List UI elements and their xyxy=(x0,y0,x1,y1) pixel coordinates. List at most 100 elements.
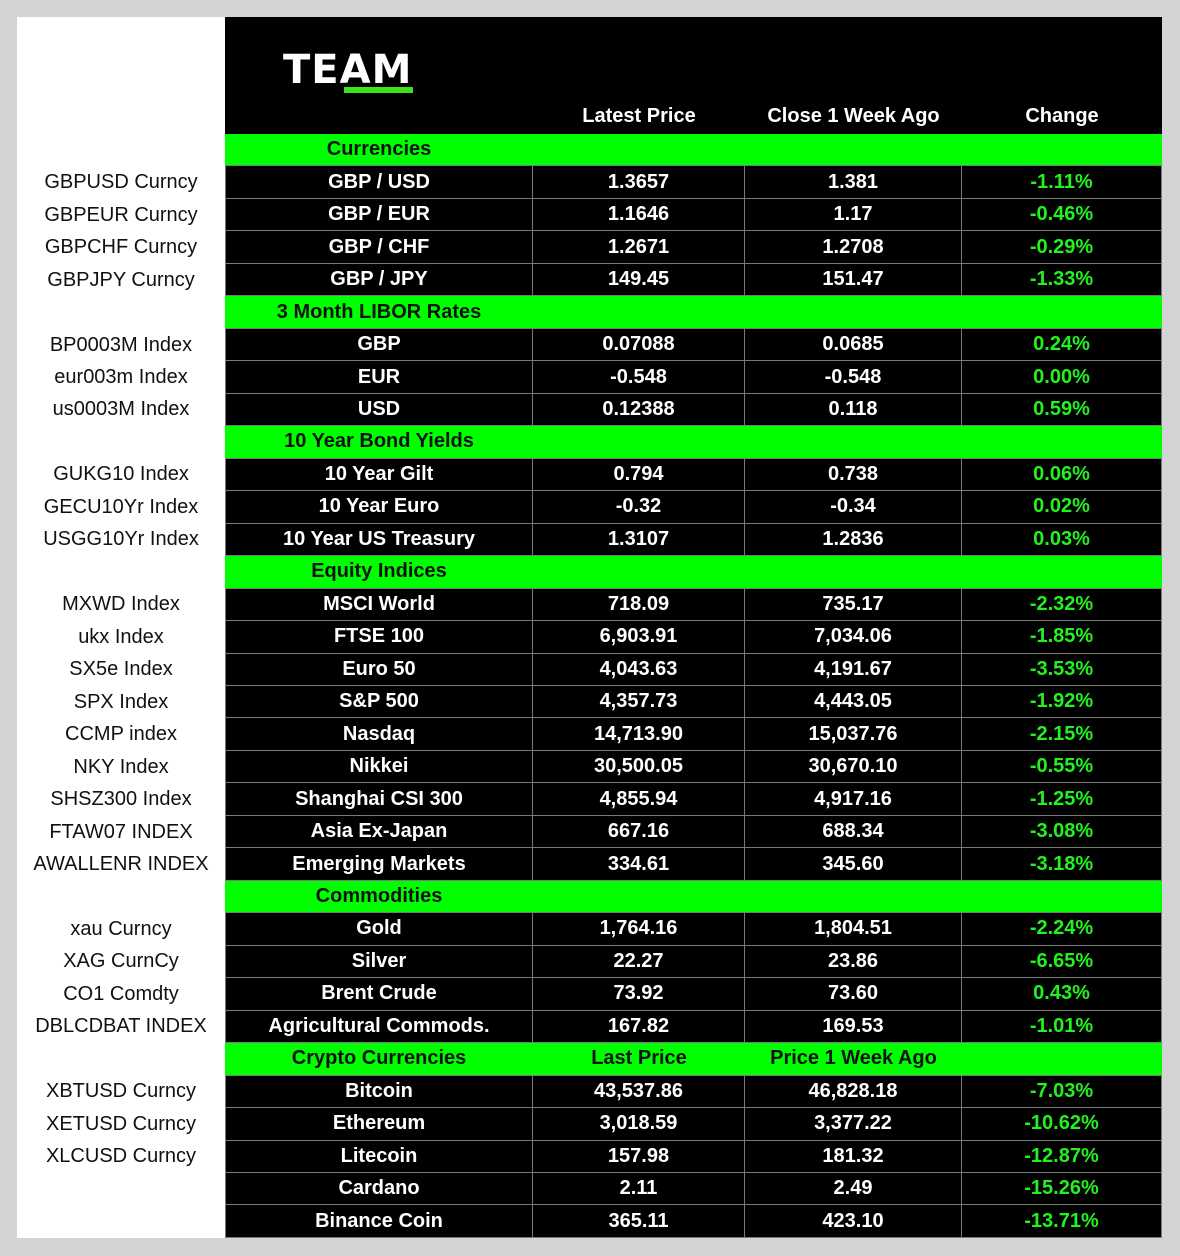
ticker-label: eur003m Index xyxy=(54,366,188,389)
ticker-label: AWALLENR INDEX xyxy=(33,853,209,876)
week-ago-price: 2.49 xyxy=(745,1173,962,1206)
latest-price: 3,018.59 xyxy=(533,1108,745,1141)
ticker-label: CO1 Comdty xyxy=(63,982,179,1005)
section-col-week xyxy=(745,296,962,327)
change-percent: 0.59% xyxy=(962,393,1162,427)
ticker-label: USGG10Yr Index xyxy=(43,528,199,551)
table-row: Cardano 2.11 2.49 -15.26% xyxy=(17,1173,1162,1206)
table-row: GBPCHF Curncy GBP / CHF 1.2671 1.2708 -0.29% xyxy=(17,231,1162,264)
section-col-change xyxy=(962,426,1162,457)
row-cells: FTSE 100 6,903.91 7,034.06 -1.85% xyxy=(225,621,1162,654)
week-ago-price: 1.2708 xyxy=(745,231,962,264)
table-row: XBTUSD Curncy Bitcoin 43,537.86 46,828.18 -7… xyxy=(17,1075,1162,1109)
change-percent: -6.65% xyxy=(962,945,1162,979)
instrument-name: Cardano xyxy=(225,1173,533,1206)
change-percent: 0.24% xyxy=(962,328,1162,362)
ticker-label xyxy=(17,1205,225,1237)
row-cells: Ethereum 3,018.59 3,377.22 -10.62% xyxy=(225,1108,1162,1141)
week-ago-price: 345.60 xyxy=(745,848,962,881)
ticker-label: ukx Index xyxy=(78,625,164,648)
table-row: FTAW07 INDEX Asia Ex-Japan 667.16 688.34 -3.… xyxy=(17,815,1162,849)
section-header: Equity Indices xyxy=(17,556,1162,589)
ticker-label: GUKG10 Index xyxy=(53,463,189,486)
section-title: Equity Indices xyxy=(311,560,447,583)
table-row: GUKG10 Index 10 Year Gilt 0.794 0.738 0.06% xyxy=(17,458,1162,492)
header-close-week-ago: Close 1 Week Ago xyxy=(767,105,940,127)
instrument-name: Silver xyxy=(225,945,533,979)
row-cells: Brent Crude 73.92 73.60 0.43% xyxy=(225,978,1162,1011)
change-percent: 0.06% xyxy=(962,458,1162,492)
week-ago-price: 4,191.67 xyxy=(745,653,962,686)
change-percent: -2.15% xyxy=(962,718,1162,751)
latest-price: 1.2671 xyxy=(533,231,745,264)
week-ago-price: 1.2836 xyxy=(745,523,962,557)
table-row: USGG10Yr Index 10 Year US Treasury 1.3107 1… xyxy=(17,523,1162,557)
section-header: 10 Year Bond Yields xyxy=(17,426,1162,459)
row-ticker-label xyxy=(17,556,225,588)
table-row: Binance Coin 365.11 423.10 -13.71% xyxy=(17,1205,1162,1238)
week-ago-price: 15,037.76 xyxy=(745,718,962,751)
table-row: SPX Index S&P 500 4,357.73 4,443.05 -1.92% xyxy=(17,685,1162,719)
section-header: 3 Month LIBOR Rates xyxy=(17,296,1162,329)
ticker-label: XBTUSD Curncy xyxy=(45,1080,197,1103)
week-ago-price: 7,034.06 xyxy=(745,621,962,654)
table-row: xau Curncy Gold 1,764.16 1,804.51 -2.24% xyxy=(17,913,1162,946)
row-cells: 10 Year US Treasury 1.3107 1.2836 0.03% xyxy=(225,523,1162,557)
change-percent: 0.00% xyxy=(962,361,1162,394)
section-title: Commodities xyxy=(315,885,443,908)
week-ago-price: 1.381 xyxy=(745,166,962,199)
row-cells: Agricultural Commods. 167.82 169.53 -1.01% xyxy=(225,1010,1162,1044)
header-latest-price: Latest Price xyxy=(582,105,696,127)
instrument-name: Bitcoin xyxy=(225,1075,533,1109)
latest-price: 1.3657 xyxy=(533,166,745,199)
table-row: AWALLENR INDEX Emerging Markets 334.61 345.… xyxy=(17,848,1162,881)
row-cells: Litecoin 157.98 181.32 -12.87% xyxy=(225,1140,1162,1173)
latest-price: 1,764.16 xyxy=(533,913,745,946)
row-cells: Nasdaq 14,713.90 15,037.76 -2.15% xyxy=(225,718,1162,751)
row-cells: Bitcoin 43,537.86 46,828.18 -7.03% xyxy=(225,1075,1162,1109)
latest-price: 4,357.73 xyxy=(533,685,745,719)
instrument-name: GBP xyxy=(225,328,533,362)
ticker-label: SX5e Index xyxy=(69,658,173,681)
instrument-name: Shanghai CSI 300 xyxy=(225,783,533,816)
change-percent: -1.25% xyxy=(962,783,1162,816)
latest-price: 1.3107 xyxy=(533,523,745,557)
week-ago-price: 423.10 xyxy=(745,1205,962,1238)
latest-price: 167.82 xyxy=(533,1010,745,1044)
table-row: us0003M Index USD 0.12388 0.118 0.59% xyxy=(17,393,1162,427)
week-ago-price: 0.738 xyxy=(745,458,962,492)
latest-price: 1.1646 xyxy=(533,198,745,232)
section-cells: 10 Year Bond Yields xyxy=(225,426,1162,459)
latest-price: 334.61 xyxy=(533,848,745,881)
ticker-label: GBPJPY Curncy xyxy=(47,268,195,291)
row-cells: GBP 0.07088 0.0685 0.24% xyxy=(225,328,1162,362)
header-change: Change xyxy=(1025,105,1099,127)
section-col-change xyxy=(962,1043,1162,1074)
ticker-label: xau Curncy xyxy=(70,917,172,940)
ticker-label: FTAW07 INDEX xyxy=(49,820,193,843)
row-cells: S&P 500 4,357.73 4,443.05 -1.92% xyxy=(225,685,1162,719)
change-percent: -10.62% xyxy=(962,1108,1162,1141)
table-row: GBPJPY Curncy GBP / JPY 149.45 151.47 -1.33% xyxy=(17,263,1162,297)
row-ticker-label xyxy=(17,134,225,166)
section-col-change xyxy=(962,881,1162,912)
week-ago-price: 181.32 xyxy=(745,1140,962,1173)
change-percent: -0.55% xyxy=(962,750,1162,784)
section-col-latest xyxy=(533,881,745,912)
instrument-name: GBP / CHF xyxy=(225,231,533,264)
row-cells: GBP / JPY 149.45 151.47 -1.33% xyxy=(225,263,1162,297)
instrument-name: Asia Ex-Japan xyxy=(225,815,533,849)
instrument-name: Ethereum xyxy=(225,1108,533,1141)
instrument-name: GBP / EUR xyxy=(225,198,533,232)
week-ago-price: 0.0685 xyxy=(745,328,962,362)
change-percent: -1.92% xyxy=(962,685,1162,719)
change-percent: 0.02% xyxy=(962,491,1162,524)
table-row: XETUSD Curncy Ethereum 3,018.59 3,377.22 -10… xyxy=(17,1108,1162,1141)
change-percent: -13.71% xyxy=(962,1205,1162,1238)
latest-price: -0.548 xyxy=(533,361,745,394)
table-row: DBLCDBAT INDEX Agricultural Commods. 167.8… xyxy=(17,1010,1162,1044)
instrument-name: Binance Coin xyxy=(225,1205,533,1238)
change-percent: -15.26% xyxy=(962,1173,1162,1206)
row-cells: Nikkei 30,500.05 30,670.10 -0.55% xyxy=(225,750,1162,784)
team-logo: TEAM xyxy=(283,47,413,93)
